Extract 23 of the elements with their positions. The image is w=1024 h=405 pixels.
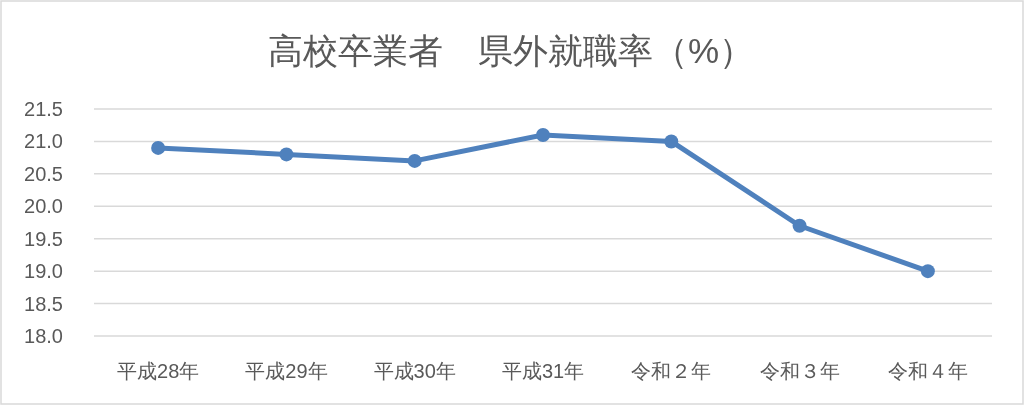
x-tick-label: 令和３年 <box>759 360 840 382</box>
point <box>920 264 935 279</box>
y-tick-label: 21.5 <box>24 98 63 120</box>
point <box>151 140 166 155</box>
point <box>279 147 294 162</box>
y-tick-label: 19.0 <box>24 260 63 283</box>
x-tick-label: 平成29年 <box>245 360 328 382</box>
y-tick-label: 20.5 <box>24 162 63 185</box>
point <box>407 153 422 168</box>
point <box>536 127 550 142</box>
y-tick-label: 20.0 <box>24 195 63 218</box>
x-tick-label: 平成30年 <box>373 360 456 382</box>
y-tick-label: 18.5 <box>24 292 63 315</box>
point <box>792 218 807 233</box>
y-tick-label: 18.0 <box>24 325 63 347</box>
y-tick-label: 21.0 <box>24 130 63 153</box>
x-tick-label: 令和４年 <box>887 360 968 382</box>
x-tick-label: 平成28年 <box>117 360 200 382</box>
chart-title: 高校卒業者 県外就職率（%） <box>267 31 755 70</box>
x-tick-label: 令和２年 <box>631 360 712 382</box>
x-tick-label: 平成31年 <box>501 360 585 382</box>
point <box>664 134 679 149</box>
y-tick-label: 19.5 <box>24 227 63 250</box>
